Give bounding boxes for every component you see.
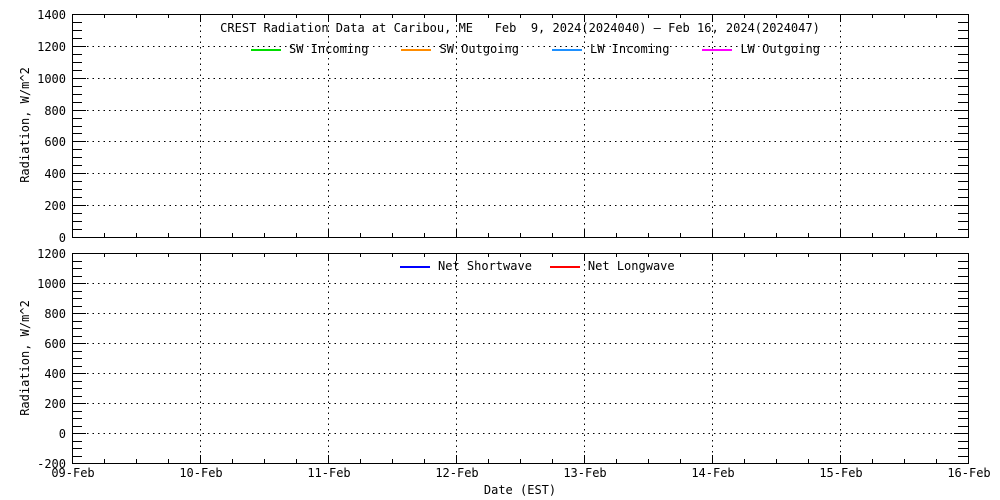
bottom-y-axis-label: Radiation, W/m^2	[18, 300, 32, 416]
top-y-axis-label: Radiation, W/m^2	[18, 67, 32, 183]
legend-label: Net Shortwave	[438, 259, 532, 273]
y-tick-label: 400	[44, 167, 66, 181]
y-tick-label: 400	[44, 367, 66, 381]
y-tick-label: 600	[44, 135, 66, 149]
legend-label: SW Outgoing	[439, 42, 519, 56]
y-tick-label: 200	[44, 397, 66, 411]
bottom-legend: Net Shortwave Net Longwave	[400, 260, 675, 273]
y-tick-label: 1400	[37, 8, 66, 22]
legend-item-sw-incoming: SW Incoming	[251, 43, 368, 56]
legend-item-net-longwave: Net Longwave	[549, 259, 675, 273]
x-tick-label: 10-Feb	[179, 466, 222, 480]
y-tick-label: 800	[44, 307, 66, 321]
x-tick-label: 12-Feb	[435, 466, 478, 480]
legend-label: LW Incoming	[589, 42, 670, 56]
y-tick-label: 200	[44, 199, 66, 213]
lw-outgoing-line-swatch	[702, 48, 733, 51]
sw-incoming-line-swatch	[251, 48, 281, 51]
y-tick-label: 0	[59, 231, 66, 245]
y-tick-label: 1200	[37, 247, 66, 261]
x-tick-label: 13-Feb	[563, 466, 606, 480]
y-tick-label: 1000	[37, 72, 66, 86]
x-tick-label: 11-Feb	[307, 466, 350, 480]
sw-outgoing-line-swatch	[401, 48, 432, 51]
chart-title: CREST Radiation Data at Caribou, ME Feb …	[220, 21, 820, 35]
x-tick-label: 14-Feb	[691, 466, 734, 480]
top-legend: SW Incoming SW Outgoing LW Incoming LW O…	[251, 43, 820, 56]
lw-incoming-line-swatch	[551, 48, 582, 51]
x-tick-label: 09-Feb	[51, 466, 94, 480]
y-tick-label: -200	[37, 457, 66, 471]
legend-item-net-shortwave: Net Shortwave	[400, 260, 532, 273]
plot-border	[72, 253, 969, 464]
y-tick-label: 1200	[37, 40, 66, 54]
y-tick-label: 0	[59, 427, 66, 441]
legend-label: SW Incoming	[289, 42, 369, 56]
legend-label: LW Outgoing	[740, 42, 820, 56]
legend-item-lw-incoming: LW Incoming	[551, 42, 670, 56]
legend-item-lw-outgoing: LW Outgoing	[702, 42, 820, 56]
net-shortwave-line-swatch	[400, 265, 430, 268]
legend-item-sw-outgoing: SW Outgoing	[401, 42, 519, 56]
legend-label: Net Longwave	[587, 259, 675, 273]
y-tick-label: 600	[44, 337, 66, 351]
net-longwave-line-swatch	[549, 265, 580, 268]
y-tick-label: 1000	[37, 277, 66, 291]
x-axis-label: Date (EST)	[483, 483, 557, 497]
x-tick-label: 15-Feb	[819, 466, 862, 480]
y-tick-label: 800	[44, 104, 66, 118]
x-tick-label: 16-Feb	[947, 466, 990, 480]
